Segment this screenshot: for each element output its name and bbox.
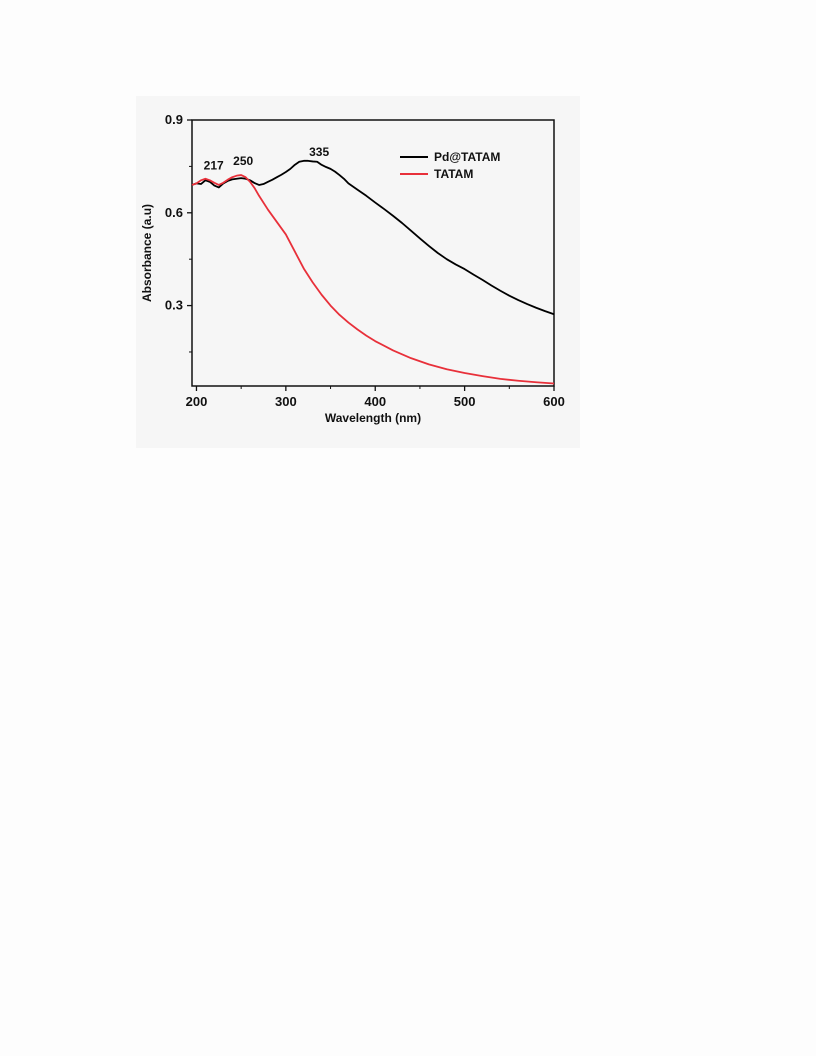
y-tick-label: 0.9	[165, 112, 183, 127]
figure-panel: 200 300 400 500 600 0.3 0.6 0.9 217 250 335 Pd@TA…	[136, 96, 580, 448]
plot-frame	[191, 119, 555, 387]
legend-label: Pd@TATAM	[434, 150, 500, 164]
series-line-pd-tatam	[191, 159, 555, 316]
y-tick-label: 0.3	[165, 298, 183, 313]
x-tick-label: 600	[543, 394, 565, 409]
legend-label: TATAM	[434, 167, 473, 181]
peak-annotation: 335	[309, 145, 329, 159]
peak-annotation: 217	[204, 159, 224, 173]
x-axis-label: Wavelength (nm)	[325, 411, 421, 425]
x-tick-label: 200	[186, 394, 208, 409]
x-tick-label: 500	[454, 394, 476, 409]
x-tick-label: 400	[364, 394, 386, 409]
legend: Pd@TATAM TATAM	[400, 150, 500, 181]
y-axis-label: Absorbance (a.u)	[140, 204, 154, 302]
uv-vis-chart: 200 300 400 500 600 0.3 0.6 0.9 217 250 335 Pd@TA…	[140, 112, 565, 425]
peak-annotation: 250	[233, 154, 253, 168]
y-tick-label: 0.6	[165, 205, 183, 220]
series-line-tatam	[191, 174, 555, 385]
x-tick-label: 300	[275, 394, 297, 409]
